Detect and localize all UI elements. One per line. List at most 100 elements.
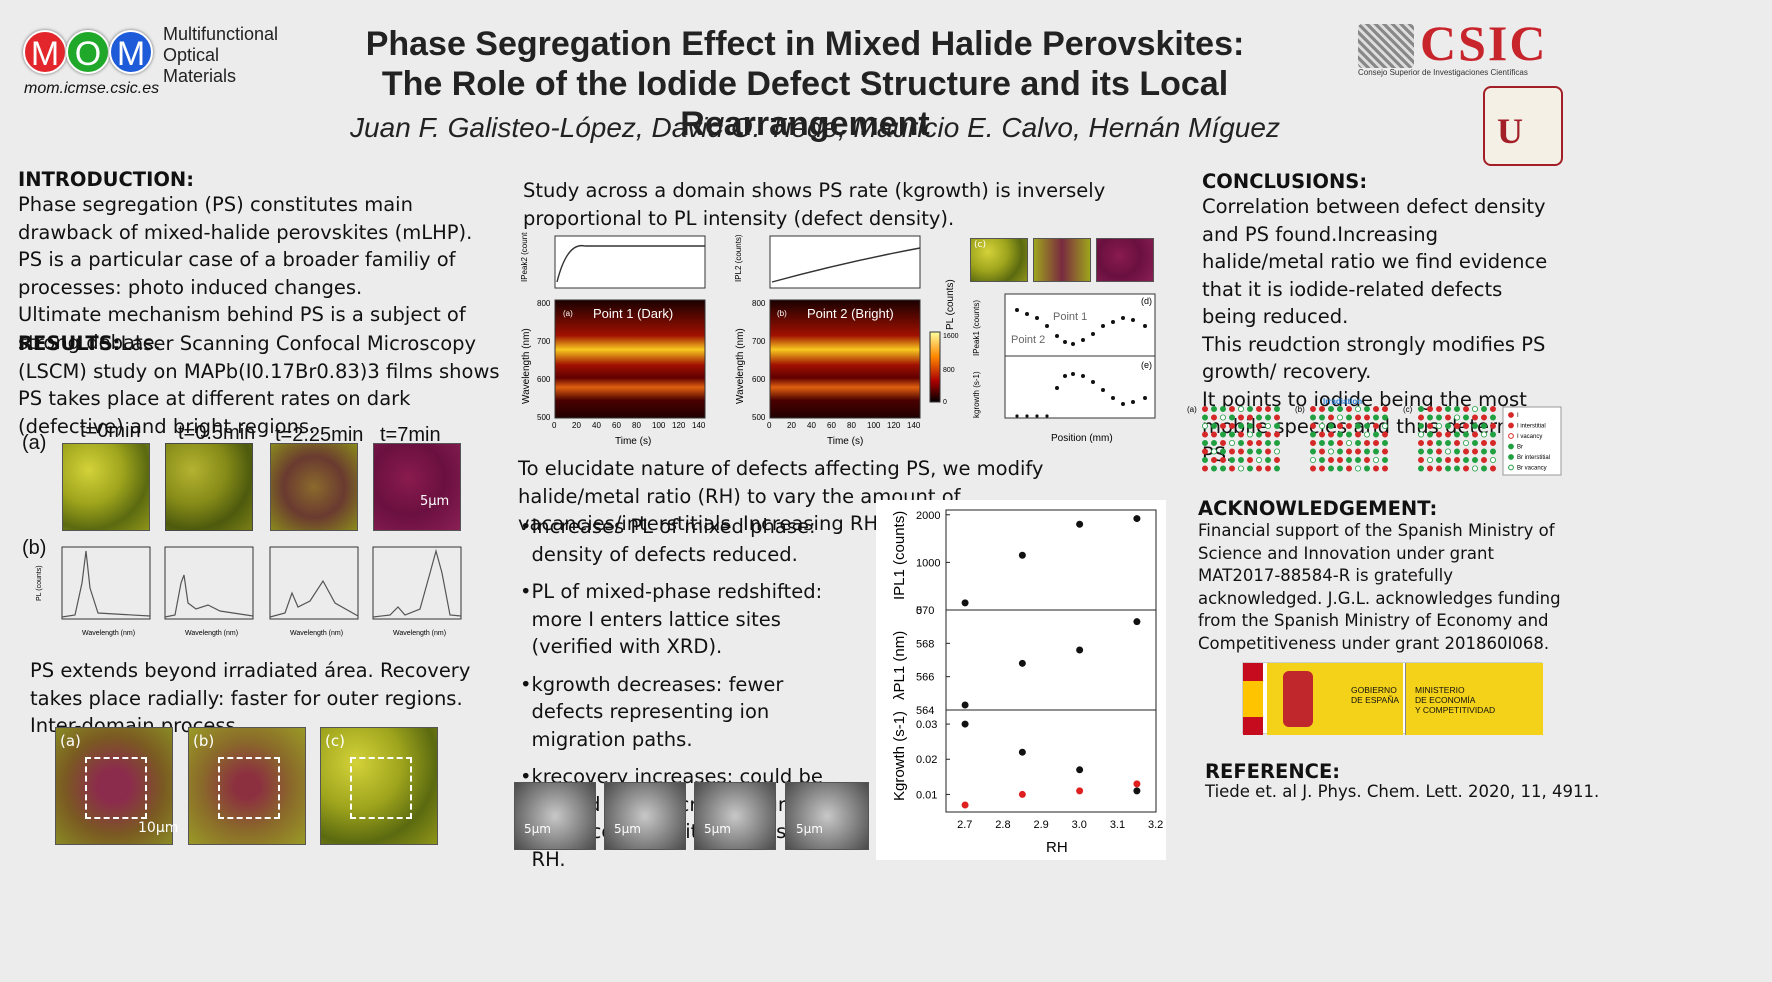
hm-xtick: 60 xyxy=(612,421,621,430)
hm-ytick: 500 xyxy=(537,413,551,422)
rh-ytick: 0.02 xyxy=(916,754,937,766)
gov-g1: GOBIERNO xyxy=(1351,685,1397,695)
lattice-site xyxy=(1318,465,1325,472)
csic-emblem xyxy=(1358,24,1414,68)
lattice-site xyxy=(1471,457,1478,464)
sem-image-1 xyxy=(514,782,596,850)
lat-label-c: (c) xyxy=(1403,405,1413,414)
lattice-site xyxy=(1489,457,1496,464)
lattice-site xyxy=(1462,440,1469,447)
rh-ylabel: λPL1 (nm) xyxy=(891,631,908,700)
lattice-site xyxy=(1417,448,1424,455)
lattice-site xyxy=(1480,405,1487,412)
legend-label: I xyxy=(1517,413,1519,419)
lattice-site xyxy=(1345,448,1352,455)
rh-ytick: 564 xyxy=(916,705,934,717)
lattice-site xyxy=(1274,414,1281,421)
hm-xtick: 80 xyxy=(847,421,856,430)
rh-point xyxy=(961,701,969,709)
lattice-site xyxy=(1256,465,1263,472)
rec-box-a xyxy=(85,757,147,819)
lattice-site xyxy=(1462,414,1469,421)
lattice-site xyxy=(1480,440,1487,447)
lattice-site xyxy=(1372,448,1379,455)
ref-text: Tiede et. al J. Phys. Chem. Lett. 2020, … xyxy=(1205,782,1600,801)
lattice-site xyxy=(1444,422,1451,429)
ack-text: Financial support of the Spanish Ministr… xyxy=(1198,521,1561,653)
lattice-site xyxy=(1256,457,1263,464)
lattice-site xyxy=(1462,457,1469,464)
bullet-dot-icon: • xyxy=(520,580,532,603)
recovery-text: PS extends beyond irradiated área. Recov… xyxy=(30,659,471,737)
lattice-site xyxy=(1256,422,1263,429)
intro-p1: Phase segregation (PS) constitutes main … xyxy=(18,193,473,244)
logo-m1: M xyxy=(23,30,67,74)
rh-panel-frame xyxy=(945,609,1157,711)
lattice-site xyxy=(1381,465,1388,472)
rh-panel-frame xyxy=(945,509,1157,611)
ts-t4: t=7min xyxy=(380,424,441,446)
lattice-site xyxy=(1372,457,1379,464)
sem-image-4 xyxy=(785,782,869,850)
rh-xtick: 3.2 xyxy=(1148,819,1163,831)
ministry-text: MINISTERIO DE ECONOMÍA Y COMPETITIVIDAD xyxy=(1415,685,1495,715)
lattice-site xyxy=(1265,431,1272,438)
lattice-site xyxy=(1345,457,1352,464)
rh-point-red xyxy=(961,801,969,809)
lattice-site xyxy=(1238,405,1245,412)
lattice-site xyxy=(1426,431,1433,438)
lattice-site xyxy=(1238,448,1245,455)
lattice-site xyxy=(1426,414,1433,421)
lattice-site xyxy=(1354,457,1361,464)
logo-o: O xyxy=(66,30,110,74)
lattice-site xyxy=(1381,448,1388,455)
ts-image-3 xyxy=(270,443,358,531)
hm-xtick: 100 xyxy=(867,421,881,430)
results-heading: RESULTS: xyxy=(18,332,121,355)
lattice-site xyxy=(1363,457,1370,464)
intro-p3: Ultimate mechanism behind PS is a subjec… xyxy=(18,303,466,354)
lattice-site xyxy=(1453,431,1460,438)
title-line1: Phase Segregation Effect in Mixed Halide… xyxy=(365,25,1245,63)
lattice-site xyxy=(1435,422,1442,429)
lattice-site xyxy=(1363,422,1370,429)
rec-image-a xyxy=(55,727,173,845)
pos-label-e: (e) xyxy=(1141,360,1152,370)
rh-chart: 0 1000 2000 IPL1 (counts) 564 566 568 570 λPL1 (… xyxy=(876,500,1166,860)
lattice-site xyxy=(1318,414,1325,421)
hm-xtick: 60 xyxy=(827,421,836,430)
lat-irradiation: Irradiation xyxy=(1323,397,1362,406)
lattice-site xyxy=(1327,448,1334,455)
pos-point2: Point 2 xyxy=(1011,334,1045,346)
lattice-site xyxy=(1471,422,1478,429)
lattice-site xyxy=(1210,405,1217,412)
lattice-site xyxy=(1318,422,1325,429)
lattice-site xyxy=(1435,440,1442,447)
hm-xlabel-1: Time (s) xyxy=(615,436,651,447)
lattice-site xyxy=(1363,431,1370,438)
pos-image-c1 xyxy=(970,238,1028,282)
legend-label: I vacancy xyxy=(1517,434,1542,440)
intro-body: Phase segregation (PS) constitutes main … xyxy=(18,191,508,356)
pos-label-c: (c) xyxy=(974,240,986,250)
gov-m1: MINISTERIO xyxy=(1415,685,1465,695)
lattice-site xyxy=(1453,414,1460,421)
rec-box-c xyxy=(350,757,412,819)
lattice-site xyxy=(1453,440,1460,447)
rh-ytick: 570 xyxy=(916,605,934,617)
legend-label: Br vacancy xyxy=(1517,466,1547,472)
hm-xtick: 40 xyxy=(592,421,601,430)
lattice-site xyxy=(1247,465,1254,472)
lattice-site xyxy=(1471,440,1478,447)
rh-xlabel: RH xyxy=(1046,839,1068,856)
rec-label-b: (b) xyxy=(193,732,215,750)
lattice-site xyxy=(1201,465,1208,472)
lattice-site xyxy=(1327,414,1334,421)
lattice-site xyxy=(1229,431,1236,438)
lattice-site xyxy=(1327,405,1334,412)
lattice-site xyxy=(1310,457,1317,464)
hm-label-b: (b) xyxy=(777,309,787,318)
rh-point-red xyxy=(1133,780,1141,788)
bullet-item: • PL of mixed-phase redshifted: more I en… xyxy=(520,578,860,661)
lattice-site xyxy=(1444,465,1451,472)
